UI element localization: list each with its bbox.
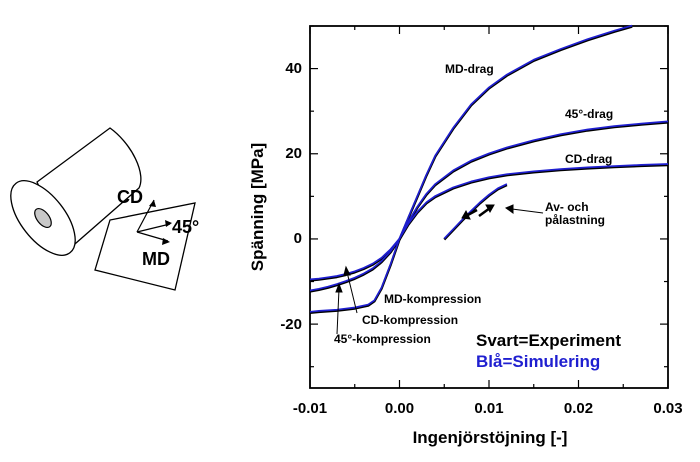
cd-label: CD bbox=[117, 187, 143, 207]
annotation-cd-compression: CD-kompression bbox=[362, 313, 458, 327]
legend-simulation: Blå=Simulering bbox=[476, 352, 600, 371]
x-tick-label-3: 0.01 bbox=[474, 400, 503, 417]
y-tick-label-3: 20 bbox=[285, 145, 302, 162]
angle-direction-arrow bbox=[136, 223, 171, 233]
annotation-md-drag: MD-drag bbox=[445, 62, 494, 76]
y-axis-label: Spänning [MPa] bbox=[248, 143, 267, 271]
x-tick-label-2: 0.00 bbox=[385, 400, 414, 417]
annotation-md-compression: MD-kompression bbox=[384, 292, 481, 306]
angle-label: 45° bbox=[172, 217, 199, 237]
simulation-curve-2 bbox=[398, 120, 669, 239]
annotation-arrows bbox=[335, 204, 544, 335]
annotation-45-drag: 45°-drag bbox=[565, 107, 613, 121]
simulation-curve-7 bbox=[309, 237, 401, 281]
cd-arrow-head bbox=[149, 200, 156, 207]
simulation-curve-4 bbox=[443, 183, 508, 240]
paper-sheet bbox=[94, 202, 196, 291]
md-arrow-head bbox=[162, 238, 170, 245]
axis-ticks bbox=[309, 25, 669, 388]
experiment-curve-4 bbox=[443, 183, 508, 241]
y-tick-label-4: 40 bbox=[285, 60, 302, 77]
y-tick-label-1: -20 bbox=[280, 316, 302, 333]
experiment-curve-3 bbox=[398, 163, 669, 241]
simulation-curve-1 bbox=[398, 24, 633, 239]
legend-experiment: Svart=Experiment bbox=[476, 331, 621, 350]
x-tick-label-4: 0.02 bbox=[564, 400, 593, 417]
md-label: MD bbox=[142, 249, 170, 269]
annotation-cd-drag: CD-drag bbox=[565, 152, 612, 166]
x-axis-label: Ingenjörstöjning [-] bbox=[413, 428, 568, 447]
x-tick-label-5: 0.03 bbox=[653, 400, 682, 417]
annotation-unloading-1: Av- och bbox=[545, 200, 589, 214]
simulation-curve-6 bbox=[309, 238, 401, 292]
chart-series bbox=[309, 24, 669, 314]
annotation-unloading-2: pålastning bbox=[545, 213, 605, 227]
experiment-curve-6 bbox=[309, 238, 401, 293]
simulation-curve-3 bbox=[398, 163, 669, 239]
roll-core bbox=[34, 207, 52, 229]
experiment-curve-1 bbox=[398, 25, 633, 240]
x-tick-label-1: -0.01 bbox=[293, 400, 327, 417]
annotation-45-compression: 45°-kompression bbox=[334, 332, 431, 346]
paper-roll-diagram: CD 45° MD bbox=[10, 127, 199, 291]
angle-arrow-head bbox=[165, 220, 172, 227]
simulation-curve-5 bbox=[309, 238, 401, 313]
y-tick-label-2: 0 bbox=[294, 230, 302, 247]
